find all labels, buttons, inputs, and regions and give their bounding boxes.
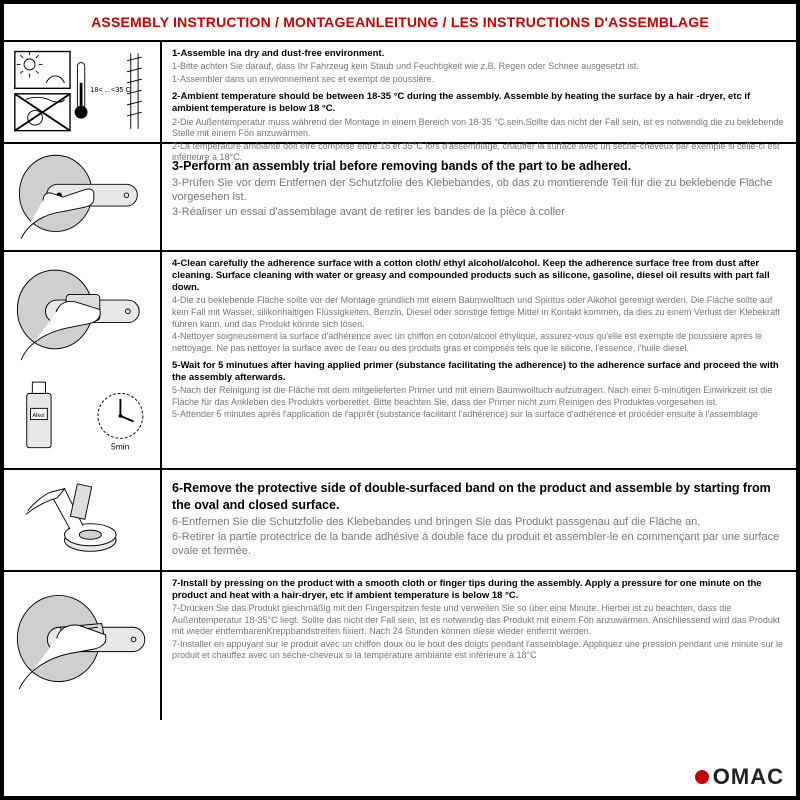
row-1-text: 1-Assemble ina dry and dust-free environ… xyxy=(162,42,796,142)
step-3-lead: 3-Perform an assembly trial before remov… xyxy=(172,158,786,175)
step-4-de: 4-Die zu beklebende Fläche sollte vor de… xyxy=(172,295,786,330)
row-2-icon xyxy=(4,144,162,250)
row-4: 6-Remove the protective side of double-s… xyxy=(4,470,796,572)
row-5: 7-Install by pressing on the product wit… xyxy=(4,572,796,720)
step-2-de1: 2-Die Außentemperatur muss während der M… xyxy=(172,117,786,140)
step-4-fr: 4-Nettoyer soigneusement la surface d'ad… xyxy=(172,331,786,354)
step-5-lead: 5-Wait for 5 minutues after having appli… xyxy=(172,360,786,384)
svg-text:5min: 5min xyxy=(111,442,130,452)
trial-fit-icon xyxy=(8,148,156,246)
row-2: 3-Perform an assembly trial before remov… xyxy=(4,144,796,252)
press-install-icon xyxy=(8,576,156,716)
svg-text:18< ...<35 C: 18< ...<35 C xyxy=(90,85,131,94)
row-2-text: 3-Perform an assembly trial before remov… xyxy=(162,144,796,250)
step-4-lead: 4-Clean carefully the adherence surface … xyxy=(172,258,786,294)
brand-dot-icon xyxy=(695,770,709,784)
brand-logo: OMAC xyxy=(695,764,784,790)
row-5-text: 7-Install by pressing on the product wit… xyxy=(162,572,796,720)
svg-text:Alkol: Alkol xyxy=(32,413,44,419)
row-4-icon xyxy=(4,470,162,570)
title-bar: ASSEMBLY INSTRUCTION / MONTAGEANLEITUNG … xyxy=(4,4,796,42)
step-2-lead: 2-Ambient temperature should be between … xyxy=(172,91,786,115)
step-7-de: 7-Drücken Sie das Produkt gleichmäßig mi… xyxy=(172,603,786,638)
clean-surface-icon xyxy=(8,256,156,370)
row-3: Alkol 5min 4-Clean carefully the adheren… xyxy=(4,252,796,470)
row-3-icon: Alkol 5min xyxy=(4,252,162,468)
step-1-fr: 1-Assembler dans un environnement sec et… xyxy=(172,74,786,86)
step-6-lead: 6-Remove the protective side of double-s… xyxy=(172,480,786,514)
step-5-fr: 5-Attender 5 minutes après l'application… xyxy=(172,409,786,421)
peel-tape-icon xyxy=(8,474,156,566)
title-text: ASSEMBLY INSTRUCTION / MONTAGEANLEITUNG … xyxy=(91,14,709,30)
step-7-fr: 7-Installer en appuyant sur le produit a… xyxy=(172,639,786,662)
step-1-lead: 1-Assemble ina dry and dust-free environ… xyxy=(172,48,786,60)
step-5-de: 5-Nach der Reinigung ist die Fläche mit … xyxy=(172,385,786,408)
step-7-lead: 7-Install by pressing on the product wit… xyxy=(172,578,786,602)
environment-icon: 18< ...<35 C xyxy=(8,46,156,138)
brand-text: OMAC xyxy=(713,764,784,790)
row-1: 18< ...<35 C 1-Assemble ina dry and dust… xyxy=(4,42,796,144)
step-6-fr: 6-Retirer la partie protectrice de la ba… xyxy=(172,530,786,558)
step-1-de: 1-Bitte achten Sie darauf, dass Ihr Fahr… xyxy=(172,61,786,73)
step-3-de: 3-Prüfen Sie vor dem Entfernen der Schut… xyxy=(172,176,786,204)
primer-wait-icon: Alkol 5min xyxy=(8,370,156,464)
row-4-text: 6-Remove the protective side of double-s… xyxy=(162,470,796,570)
row-1-icon: 18< ...<35 C xyxy=(4,42,162,142)
page: ASSEMBLY INSTRUCTION / MONTAGEANLEITUNG … xyxy=(0,0,800,800)
step-3-fr: 3-Réaliser un essai d'assemblage avant d… xyxy=(172,205,786,219)
row-5-icon xyxy=(4,572,162,720)
row-3-text: 4-Clean carefully the adherence surface … xyxy=(162,252,796,468)
step-6-de: 6-Entfernen Sie die Schutzfolie des Kleb… xyxy=(172,515,786,529)
